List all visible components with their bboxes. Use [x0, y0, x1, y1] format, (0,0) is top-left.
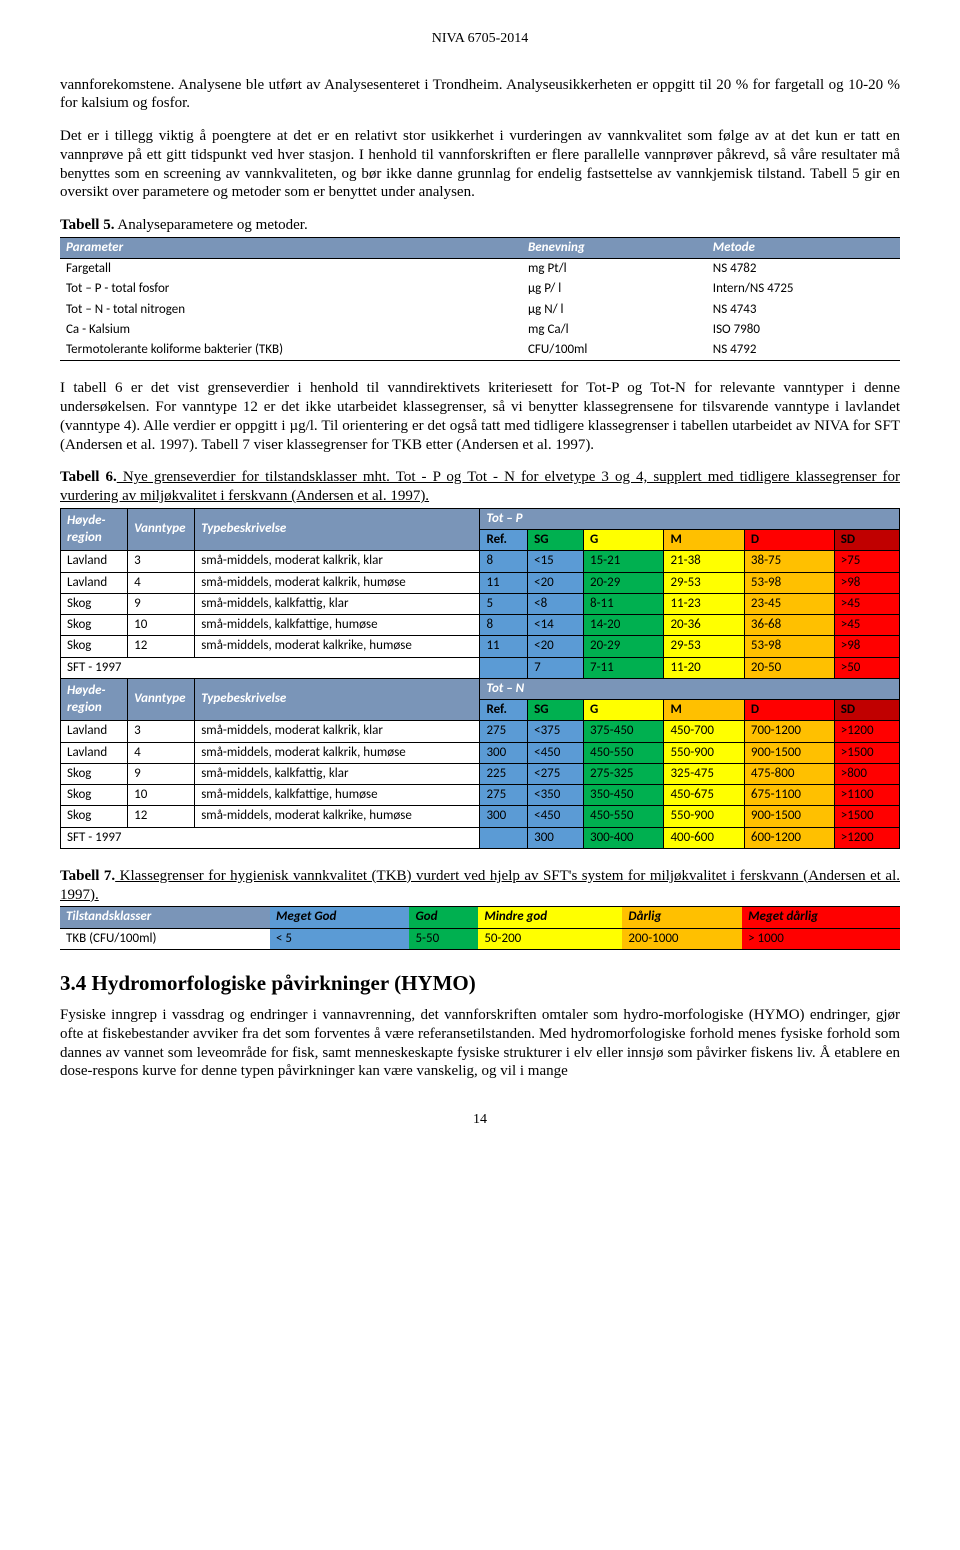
doc-header: NIVA 6705-2014 — [60, 30, 900, 48]
table-row-sft: SFT - 1997 300 300-400 400-600 600-1200 … — [61, 827, 900, 848]
table-row: Fargetallmg Pt/lNS 4782 — [60, 259, 900, 280]
table-row: Skog9små-middels, kalkfattig, klar225<27… — [61, 763, 900, 784]
table-row-sft: SFT - 1997 7 7-11 11-20 20-50 >50 — [61, 657, 900, 678]
paragraph-2: Det er i tillegg viktig å poengtere at d… — [60, 127, 900, 202]
paragraph-1: vannforekomstene. Analysene ble utført a… — [60, 76, 900, 114]
paragraph-3: I tabell 6 er det vist grenseverdier i h… — [60, 379, 900, 454]
table-row: Skog10små-middels, kalkfattige, humøse8<… — [61, 615, 900, 636]
table5-caption: Tabell 5. Analyseparametere og metoder. — [60, 216, 900, 235]
table-row: Lavland4små-middels, moderat kalkrik, hu… — [61, 742, 900, 763]
table-row: Skog12små-middels, moderat kalkrike, hum… — [61, 806, 900, 827]
table-row: Lavland3små-middels, moderat kalkrik, kl… — [61, 721, 900, 742]
table-row: Skog9små-middels, kalkfattig, klar5<88-1… — [61, 593, 900, 614]
table-row: Skog10små-middels, kalkfattige, humøse27… — [61, 785, 900, 806]
table-row: Lavland4små-middels, moderat kalkrik, hu… — [61, 572, 900, 593]
t6-h-desc: Typebeskrivelse — [195, 508, 480, 551]
table-row: Ca - Kalsiummg Ca/lISO 7980 — [60, 320, 900, 340]
t6-h-sd: SD — [834, 530, 899, 551]
table5: Parameter Benevning Metode Fargetallmg P… — [60, 237, 900, 362]
table7: Tilstandsklasser Meget God God Mindre go… — [60, 906, 900, 950]
table-row: Termotolerante koliforme bakterier (TKB)… — [60, 340, 900, 361]
table6: Høyde-region Vanntype Typebeskrivelse To… — [60, 508, 900, 849]
table7-caption: Tabell 7. Klassegrenser for hygienisk va… — [60, 867, 900, 905]
t6-h-vtype: Vanntype — [128, 508, 195, 551]
table-row: Tot – P - total fosforµg P/ lIntern/NS 4… — [60, 279, 900, 299]
table6-caption: Tabell 6. Nye grenseverdier for tilstand… — [60, 468, 900, 506]
table-row: Skog12små-middels, moderat kalkrike, hum… — [61, 636, 900, 657]
t6-h-m: M — [664, 530, 744, 551]
t6-h-ref: Ref. — [480, 530, 528, 551]
section-3-4-para: Fysiske inngrep i vassdrag og endringer … — [60, 1006, 900, 1081]
page-number: 14 — [60, 1111, 900, 1129]
t6-h-desc2: Typebeskrivelse — [195, 678, 480, 721]
t5-h-param: Parameter — [60, 237, 522, 258]
t6-h-sg: SG — [528, 530, 584, 551]
t5-h-met: Metode — [707, 237, 900, 258]
t5-h-ben: Benevning — [522, 237, 707, 258]
t6-h-totn: Tot – N — [480, 678, 900, 699]
section-3-4-title: 3.4 Hydromorfologiske påvirkninger (HYMO… — [60, 970, 900, 996]
table-row: Lavland3små-middels, moderat kalkrik, kl… — [61, 551, 900, 572]
t6-h-region2: Høyde-region — [61, 678, 128, 721]
t6-h-d: D — [744, 530, 834, 551]
t6-h-totp: Tot – P — [480, 508, 900, 529]
table-row: Tot – N - total nitrogenµg N/ lNS 4743 — [60, 300, 900, 320]
t6-h-g: G — [583, 530, 663, 551]
table-row: TKB (CFU/100ml) < 5 5-50 50-200 200-1000… — [60, 928, 900, 949]
t6-h-vtype2: Vanntype — [128, 678, 195, 721]
t6-h-region: Høyde-region — [61, 508, 128, 551]
